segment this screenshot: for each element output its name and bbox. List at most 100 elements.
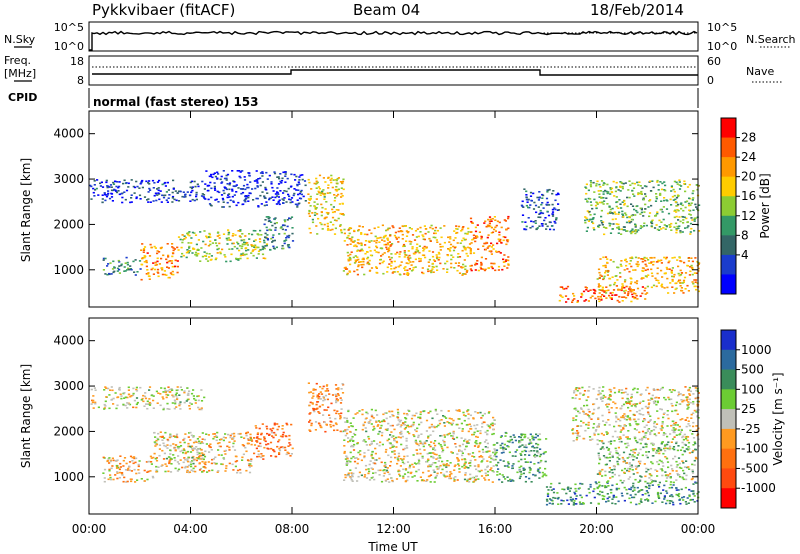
data-cell — [487, 479, 490, 481]
data-cell — [399, 475, 402, 477]
data-cell — [691, 273, 694, 276]
data-cell — [375, 251, 378, 253]
data-cell — [166, 390, 169, 392]
data-cell — [483, 242, 486, 245]
data-cell — [182, 461, 185, 464]
data-cell — [611, 207, 614, 210]
data-cell — [681, 446, 684, 449]
data-cell — [538, 455, 542, 458]
data-cell — [192, 467, 195, 470]
data-cell — [363, 233, 366, 236]
data-cell — [650, 474, 653, 477]
data-cell — [213, 433, 216, 435]
data-cell — [681, 282, 684, 284]
data-cell — [606, 493, 609, 495]
data-cell — [599, 448, 602, 450]
data-cell — [338, 413, 341, 415]
data-cell — [469, 268, 472, 270]
data-cell — [327, 227, 330, 230]
data-cell — [324, 390, 327, 392]
data-cell — [609, 188, 612, 191]
data-cell — [372, 417, 375, 419]
data-cell — [472, 480, 476, 483]
data-cell — [367, 468, 370, 470]
data-cell — [276, 176, 279, 178]
data-cell — [518, 441, 521, 444]
data-cell — [351, 436, 354, 438]
data-cell — [201, 442, 205, 444]
data-cell — [381, 239, 384, 241]
data-cell — [282, 202, 285, 204]
data-cell — [212, 458, 215, 460]
data-cell — [217, 470, 220, 472]
data-cell — [380, 424, 383, 427]
data-cell — [645, 265, 648, 267]
data-cell — [276, 187, 279, 189]
data-cell — [193, 180, 196, 183]
data-cell — [358, 225, 361, 228]
data-cell — [289, 217, 292, 220]
data-cell — [112, 397, 115, 400]
data-cell — [335, 399, 338, 402]
data-cell — [385, 243, 388, 246]
data-cell — [554, 222, 557, 224]
data-cell — [145, 461, 148, 463]
data-cell — [610, 440, 613, 443]
data-cell — [660, 188, 664, 191]
data-cell — [668, 487, 671, 489]
data-cell — [674, 455, 677, 458]
data-cell — [607, 270, 610, 272]
data-cell — [365, 417, 368, 419]
data-cell — [637, 192, 640, 194]
power-y-axis-label: Slant Range [km] — [19, 158, 33, 262]
data-cell — [607, 191, 610, 193]
data-cell — [434, 410, 437, 412]
data-cell — [651, 481, 654, 483]
data-cell — [177, 455, 180, 457]
data-cell — [642, 267, 645, 270]
data-cell — [670, 500, 673, 502]
data-cell — [633, 486, 636, 489]
data-cell — [419, 476, 422, 478]
data-cell — [163, 444, 166, 447]
data-cell — [475, 442, 478, 445]
data-cell — [523, 469, 526, 471]
data-cell — [179, 445, 183, 447]
data-cell — [664, 456, 667, 458]
data-cell — [176, 470, 179, 472]
data-cell — [322, 177, 325, 179]
data-cell — [232, 469, 235, 471]
data-cell — [259, 249, 262, 251]
data-cell — [646, 285, 649, 288]
data-cell — [346, 236, 349, 239]
data-cell — [606, 482, 609, 484]
data-cell — [238, 235, 241, 237]
data-cell — [169, 260, 172, 262]
data-cell — [635, 457, 638, 459]
data-cell — [361, 258, 364, 261]
data-cell — [333, 429, 336, 432]
data-cell — [534, 436, 537, 439]
data-cell — [152, 273, 155, 275]
data-cell — [665, 457, 668, 460]
data-cell — [483, 441, 487, 443]
data-cell — [576, 300, 579, 302]
data-cell — [677, 194, 680, 197]
data-cell — [445, 466, 448, 468]
data-cell — [354, 429, 358, 431]
data-cell — [661, 474, 664, 477]
data-cell — [114, 459, 117, 462]
data-cell — [666, 286, 669, 289]
data-cell — [104, 199, 107, 202]
data-cell — [550, 225, 554, 227]
data-cell — [474, 264, 477, 266]
data-cell — [631, 455, 634, 458]
data-cell — [356, 273, 359, 276]
data-cell — [677, 219, 680, 221]
data-cell — [260, 433, 263, 436]
data-cell — [298, 192, 301, 195]
data-cell — [605, 500, 608, 503]
data-cell — [537, 452, 540, 454]
data-cell — [435, 256, 439, 258]
data-cell — [123, 266, 126, 268]
